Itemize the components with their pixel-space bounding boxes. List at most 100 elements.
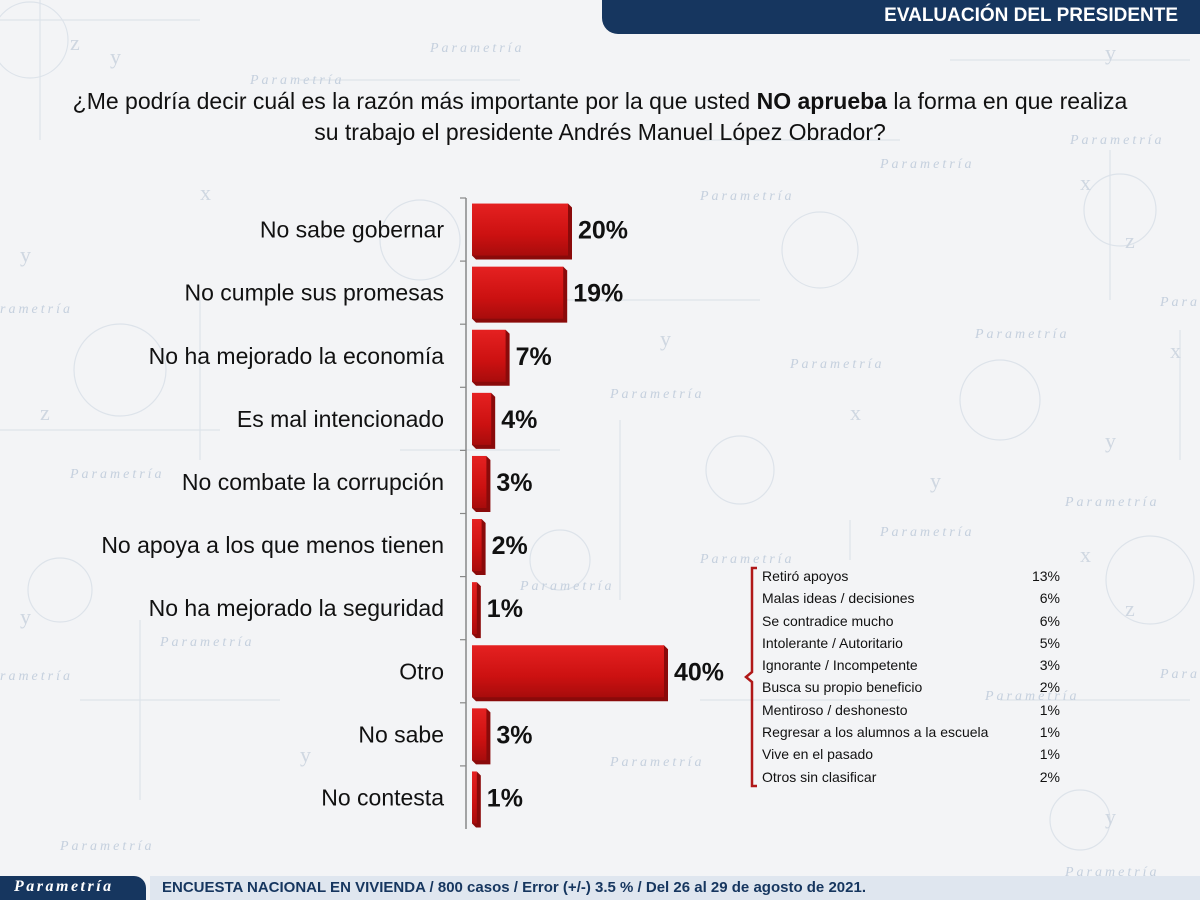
svg-text:Parametría: Parametría [879,157,975,172]
svg-text:Parametría: Parametría [59,839,155,854]
svg-text:Parametría: Parametría [699,552,795,567]
breakdown-row: Ignorante / Incompetente 3% [762,655,1060,677]
svg-text:y: y [1105,428,1116,453]
svg-text:y: y [300,742,311,767]
category-label: No combate la corrupción [182,469,444,495]
breakdown-value: 1% [1039,701,1060,718]
chart-labels: No sabe gobernar 20% No cumple sus promesa… [101,217,724,813]
breakdown-value: 2% [1039,768,1060,785]
svg-text:x: x [200,180,211,205]
bar-3 [472,392,492,445]
value-label: 40% [674,658,724,686]
breakdown-row: Retiró apoyos 13% [762,566,1060,588]
bar-1 [472,266,564,319]
value-label: 1% [487,595,523,623]
svg-text:z: z [1125,228,1135,253]
chart-bars [472,203,668,828]
breakdown-value: 6% [1039,590,1060,607]
bar-9 [472,771,477,824]
value-label: 3% [496,721,532,749]
survey-question: ¿Me podría decir cuál es la razón más im… [20,86,1180,148]
category-label: No sabe [358,721,444,747]
svg-text:z: z [40,400,50,425]
category-label: No ha mejorado la seguridad [149,595,444,621]
svg-text:Parametría: Parametría [519,579,615,594]
svg-text:y: y [1105,804,1116,829]
parametria-logo: Parametría [14,878,114,895]
category-label: Es mal intencionado [237,406,444,432]
svg-text:Parametría: Parametría [984,689,1080,704]
breakdown-value: 1% [1039,746,1060,763]
value-label: 7% [516,343,552,371]
svg-text:Parametría: Parametría [609,387,705,402]
svg-text:rametría: rametría [0,302,73,317]
value-label: 20% [578,217,628,245]
category-label: No sabe gobernar [260,217,444,243]
question-text-line2: su trabajo el presidente Andrés Manuel L… [314,119,886,145]
breakdown-row: Intolerante / Autoritario 5% [762,633,1060,655]
svg-text:Parametría: Parametría [429,41,525,56]
svg-text:Para: Para [1159,295,1200,310]
value-label: 4% [501,406,537,434]
svg-text:y: y [20,242,31,267]
svg-text:Parametría: Parametría [879,525,975,540]
svg-text:y: y [20,604,31,629]
bar-0 [472,203,568,256]
breakdown-label: Intolerante / Autoritario [762,634,903,651]
svg-text:rametría: rametría [0,669,73,684]
page-title: EVALUACIÓN DEL PRESIDENTE [884,5,1178,26]
breakdown-bracket [744,566,757,788]
svg-text:Para: Para [1159,667,1200,682]
breakdown-label: Ignorante / Incompetente [762,657,918,674]
breakdown-value: 1% [1039,724,1060,741]
breakdown-label: Otros sin clasificar [762,768,877,785]
breakdown-value: 6% [1039,612,1060,629]
svg-text:z: z [70,30,80,55]
svg-text:Parametría: Parametría [159,635,255,650]
bar-7 [472,645,664,698]
bar-8 [472,708,487,761]
value-label: 2% [492,532,528,560]
survey-methodology-note: ENCUESTA NACIONAL EN VIVIENDA / 800 caso… [162,879,866,896]
svg-text:x: x [1170,338,1181,363]
svg-text:Parametría: Parametría [789,357,885,372]
footer-logo-band: Parametría [0,876,146,900]
value-label: 19% [573,280,623,308]
svg-text:Parametría: Parametría [249,73,345,88]
svg-text:Parametría: Parametría [609,755,705,770]
svg-text:Parametría: Parametría [699,189,795,204]
svg-text:Parametría: Parametría [1069,133,1165,148]
breakdown-row: Se contradice mucho 6% [762,611,1060,633]
otro-breakdown-list: Retiró apoyos 13% Malas ideas / decisiones… [762,566,1060,789]
bar-6 [472,582,477,635]
footer-band: ENCUESTA NACIONAL EN VIVIENDA / 800 caso… [150,876,1200,900]
value-label: 1% [487,784,523,812]
svg-text:x: x [850,400,861,425]
breakdown-label: Se contradice mucho [762,612,894,629]
breakdown-row: Busca su propio beneficio 2% [762,677,1060,699]
breakdown-label: Vive en el pasado [762,746,874,763]
bar-2 [472,329,506,382]
bar-4 [472,455,487,508]
svg-text:x: x [1080,542,1091,567]
question-emphasis: NO aprueba [756,88,887,114]
breakdown-row: Vive en el pasado 1% [762,744,1060,766]
breakdown-value: 2% [1039,679,1060,696]
svg-text:Parametría: Parametría [69,467,165,482]
question-text-end: la forma en que realiza [886,88,1128,114]
svg-text:y: y [1105,40,1116,65]
breakdown-value: 13% [1031,568,1060,584]
breakdown-row: Mentiroso / deshonesto 1% [762,700,1060,722]
breakdown-label: Regresar a los alumnos a la escuela [762,724,989,741]
svg-text:y: y [110,44,121,69]
category-label: No cumple sus promesas [185,280,445,306]
category-label: Otro [399,658,444,684]
bar-5 [472,519,482,572]
value-label: 3% [496,469,532,497]
breakdown-label: Malas ideas / decisiones [762,590,915,607]
svg-text:x: x [1080,170,1091,195]
category-label: No contesta [321,784,444,810]
breakdown-row: Malas ideas / decisiones 6% [762,588,1060,610]
